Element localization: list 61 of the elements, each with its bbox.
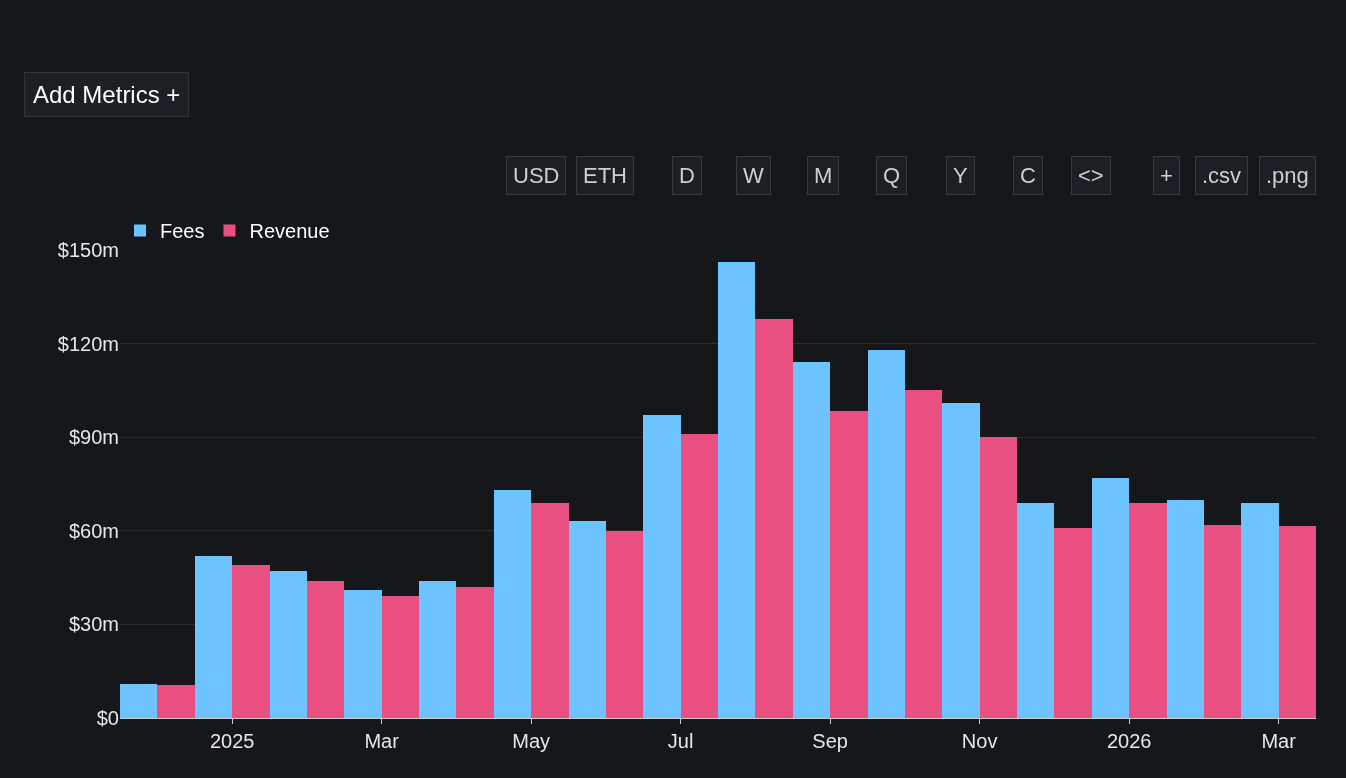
text: .csv <box>1202 163 1242 188</box>
bar <box>1279 526 1316 718</box>
text: M <box>814 163 833 188</box>
y-tick-label: $120m <box>57 332 119 355</box>
x-tick-label: Mar <box>364 730 400 752</box>
x-tick-label: Sep <box>812 730 848 752</box>
bar <box>643 415 681 718</box>
x-tick-label: Nov <box>961 730 998 752</box>
text: .png <box>1266 163 1309 188</box>
bar <box>942 403 980 718</box>
text: USD <box>513 163 560 188</box>
text: D <box>679 163 695 188</box>
bar <box>718 262 755 718</box>
text: ETH <box>583 163 627 188</box>
bar <box>980 437 1017 718</box>
bar <box>232 565 270 718</box>
legend-label: Fees <box>160 220 205 243</box>
text: C <box>1020 163 1036 188</box>
text: Q <box>883 163 901 188</box>
bar <box>1241 503 1279 718</box>
bar <box>1017 503 1054 718</box>
bar <box>419 581 456 718</box>
bar <box>1129 503 1167 718</box>
bar <box>382 596 419 718</box>
bar <box>120 684 157 718</box>
y-tick-label: $90m <box>68 426 119 449</box>
bar <box>606 531 643 718</box>
bar <box>157 685 195 718</box>
bar <box>270 571 307 718</box>
bar <box>569 521 606 718</box>
text: W <box>743 163 764 188</box>
x-tick-label: Mar <box>1261 730 1297 752</box>
bar <box>1167 500 1204 718</box>
bar <box>905 390 942 718</box>
text: + <box>1160 163 1173 188</box>
bar <box>344 590 382 718</box>
y-tick-label: $30m <box>68 613 119 636</box>
x-tick-label: May <box>512 730 551 752</box>
bar <box>755 319 793 718</box>
bar <box>195 556 232 718</box>
x-tick-label: Jul <box>667 730 694 752</box>
bar <box>1204 525 1241 718</box>
x-tick-label: 2025 <box>209 730 255 752</box>
bar <box>494 490 531 718</box>
bar <box>1054 528 1092 718</box>
x-tick-label: 2026 <box>1106 730 1152 752</box>
bar <box>681 434 718 718</box>
text: Y <box>953 163 968 188</box>
text: <> <box>1078 163 1104 188</box>
y-tick-label: $60m <box>68 519 119 542</box>
bar <box>830 411 868 718</box>
bar <box>307 581 344 718</box>
y-tick-label: $0 <box>96 707 119 729</box>
y-tick-label: $150m <box>57 239 119 261</box>
bar <box>868 350 905 718</box>
text: Add Metrics + <box>33 81 181 108</box>
bar <box>793 362 830 718</box>
bar <box>531 503 569 718</box>
legend-label: Revenue <box>249 220 330 243</box>
bar <box>1092 478 1129 718</box>
bar <box>456 587 494 718</box>
